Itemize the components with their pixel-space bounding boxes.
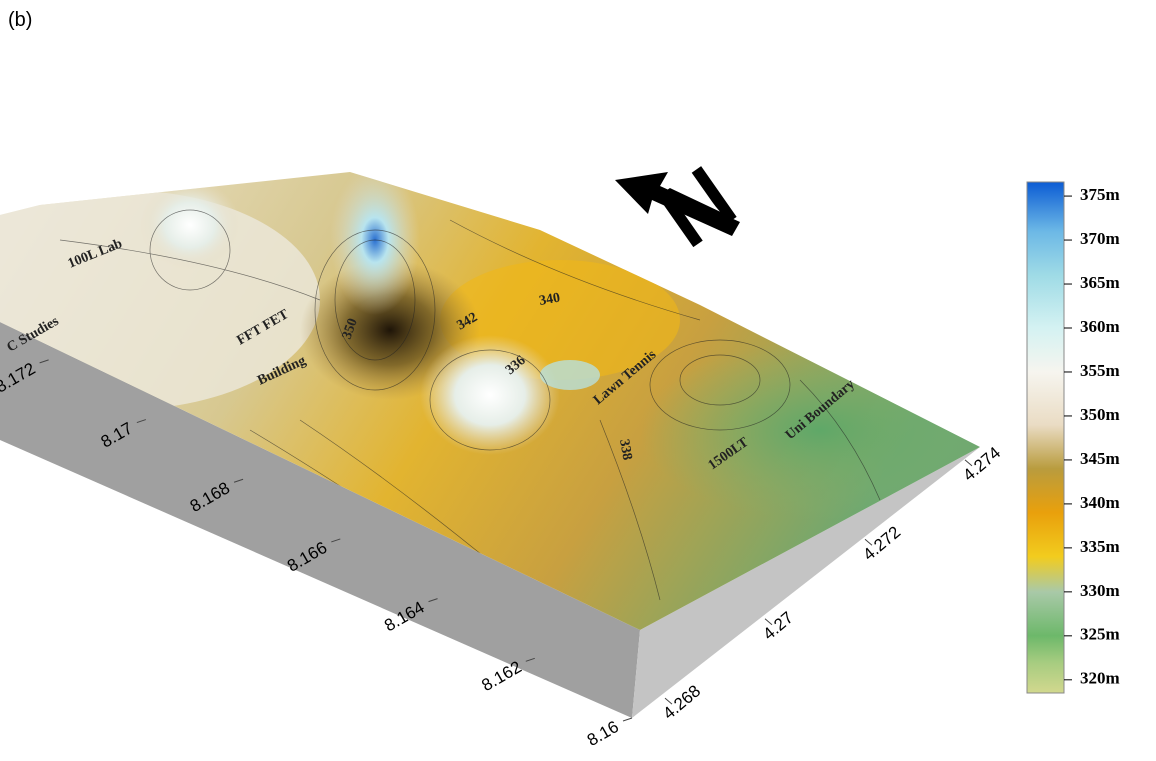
colorbar-tick-label: 355m (1080, 361, 1120, 380)
colorbar-tick-label: 375m (1080, 185, 1120, 204)
colorbar-tick-label: 320m (1080, 669, 1120, 688)
x-tick (623, 718, 632, 721)
chart: (b) N 8.168.1628.1648.1668.1688.178.1724… (0, 0, 1156, 761)
colorbar-tick-label: 325m (1080, 625, 1120, 644)
panel-label: (b) (8, 9, 32, 31)
colorbar-tick-label: 360m (1080, 317, 1120, 336)
colorbar-tick-label: 330m (1080, 581, 1120, 600)
north-label: N (642, 148, 753, 267)
colorbar-tick-label: 340m (1080, 493, 1120, 512)
colorbar-tick-label: 365m (1080, 273, 1120, 292)
colorbar-tick-label: 335m (1080, 537, 1120, 556)
x-tick-label: 8.162 (478, 657, 524, 695)
colorbar (1027, 182, 1064, 693)
colorbar-tick-label: 370m (1080, 229, 1120, 248)
x-tick-label: 8.16 (584, 717, 622, 750)
north-arrow: N (615, 148, 753, 267)
colorbar-tick-label: 350m (1080, 405, 1120, 424)
colorbar-tick-label: 345m (1080, 449, 1120, 468)
